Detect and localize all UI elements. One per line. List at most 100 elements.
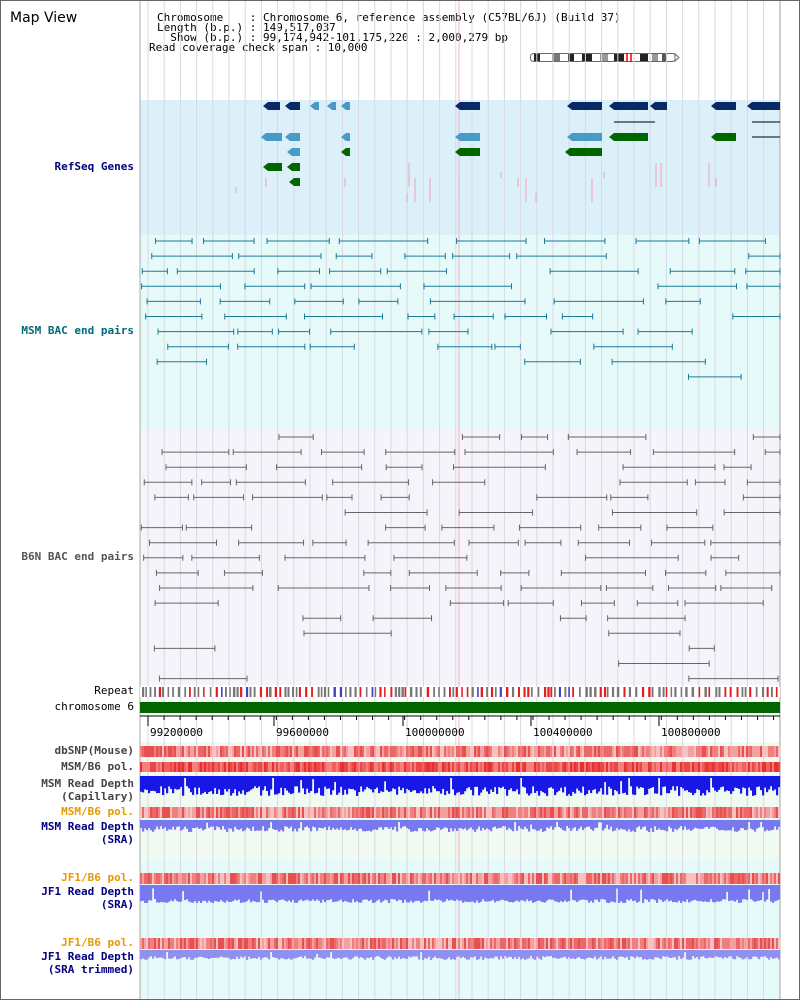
dbsnp-cell [194,746,197,757]
msm-depth-capillary-bar [522,776,525,787]
repeat-element [585,687,588,697]
msm-pol-sra-cell [536,807,539,818]
repeat-element [718,687,721,697]
jf1-pol-trimmed-cell [682,938,685,949]
jf1-pol-cell [368,873,371,884]
msm-depth-sra-bar [404,820,407,827]
jf1-depth-sra-bar [304,885,307,901]
msm-depth-capillary-bar [650,776,653,788]
msm-depth-capillary-bar [496,776,499,795]
msm-depth-sra-bar [622,820,625,830]
jf1-depth-sra-bar [762,885,765,893]
msm-pol-sra-cell [492,807,495,818]
msm-pol-sra-cell [604,807,607,818]
dbsnp-cell [532,746,535,757]
msm-pol-sra-cell [354,807,357,818]
dbsnp-cell [472,746,475,757]
msm-depth-capillary-bar [348,776,351,789]
msm-depth-sra-bar [728,820,731,831]
dbsnp-cell [584,746,587,757]
dbsnp-cell [214,746,217,757]
dbsnp-cell [196,746,199,757]
msm-depth-capillary-bar [586,776,589,794]
msm-pol-sra-cell [168,807,171,818]
msm-depth-capillary-bar [346,776,349,795]
dbsnp-cell [236,746,239,757]
dbsnp-cell [514,746,517,757]
repeat-element [611,687,615,697]
msm-depth-capillary-bar [526,776,529,794]
msm-depth-capillary-bar [592,776,595,790]
msm-depth-sra-bar [388,820,391,829]
repeat-element [193,687,196,697]
msm-depth-sra-bar [694,820,697,828]
msm-pol-sra-cell [338,807,341,818]
msm-pol-cell [764,762,767,772]
jf1-pol-cell [714,873,717,884]
msm-pol-sra-cell [572,807,575,818]
msm-depth-sra-bar [280,820,283,830]
msm-depth-capillary-bar [554,776,557,796]
msm-depth-sra-bar [486,820,489,829]
dbsnp-cell [288,746,291,757]
jf1-depth-trimmed-bar [702,950,705,957]
gene-feature [268,102,280,110]
jf1-pol-trimmed-cell [474,938,477,949]
jf1-pol-trimmed-cell [778,938,781,949]
dbsnp-cell [212,746,215,757]
jf1-pol-cell [602,873,605,884]
msm-depth-sra-bar [706,820,709,827]
msm-depth-capillary-bar [652,776,655,788]
jf1-pol-cell [270,873,273,884]
msm-pol-cell [252,762,255,772]
msm-depth-capillary-bar [584,776,587,796]
msm-pol-cell [410,762,413,772]
jf1-pol-trimmed-cell [506,938,509,949]
msm-pol-sra-cell [724,807,727,818]
repeat-element [685,687,688,697]
msm-depth-sra-bar [192,820,195,829]
jf1-pol-cell [488,873,491,884]
jf1-pol-trimmed-cell [472,938,475,949]
msm-pol-cell [354,762,357,772]
msm-depth-capillary-bar [162,776,165,796]
jf1-pol-cell [630,873,633,884]
msm-depth-sra-bar [718,820,721,831]
read-coverage-span: Read coverage check span : 10,000 [149,41,368,54]
msm-pol-sra-cell [384,807,387,818]
jf1-pol-trimmed-cell [492,938,495,949]
jf1-pol-cell [222,873,225,884]
gene-arrow [609,133,614,141]
msm-pol-sra-cell [710,807,713,818]
jf1-depth-sra-bar [484,885,487,902]
msm-depth-sra-bar [368,820,371,831]
jf1-depth-sra-bar [462,885,465,903]
jf1-depth-sra-bar [280,885,283,900]
jf1-depth-sra-bar [172,885,175,902]
jf1-pol-cell [540,873,543,884]
dbsnp-cell [408,746,411,757]
jf1-pol-cell [170,873,173,884]
jf1-depth-sra-bar [406,885,409,903]
jf1-depth-trimmed-bar [298,950,301,957]
dbsnp-cell [404,746,407,757]
dbsnp-cell [142,746,145,757]
msm-pol-cell [690,762,693,772]
msm-pol-sra-cell [316,807,319,818]
jf1-pol-trimmed-cell [726,938,729,949]
jf1-depth-sra-bar [206,885,209,903]
jf1-depth-trimmed-bar [726,950,729,959]
msm-pol-cell [740,762,743,772]
msm-depth-capillary-bar [150,776,153,791]
dbsnp-cell [748,746,751,757]
dbsnp-cell [272,746,275,757]
msm-depth-capillary-bar [420,776,423,792]
msm-depth-sra-bar [244,820,247,831]
jf1-pol-cell [184,873,187,884]
jf1-pol-cell [188,873,191,884]
msm-depth-sra-bar [592,820,595,831]
jf1-depth-trimmed-bar [200,950,203,957]
gene-arrow [567,102,572,110]
jf1-depth-sra-bar [642,885,645,903]
msm-pol-sra-cell [246,807,249,818]
